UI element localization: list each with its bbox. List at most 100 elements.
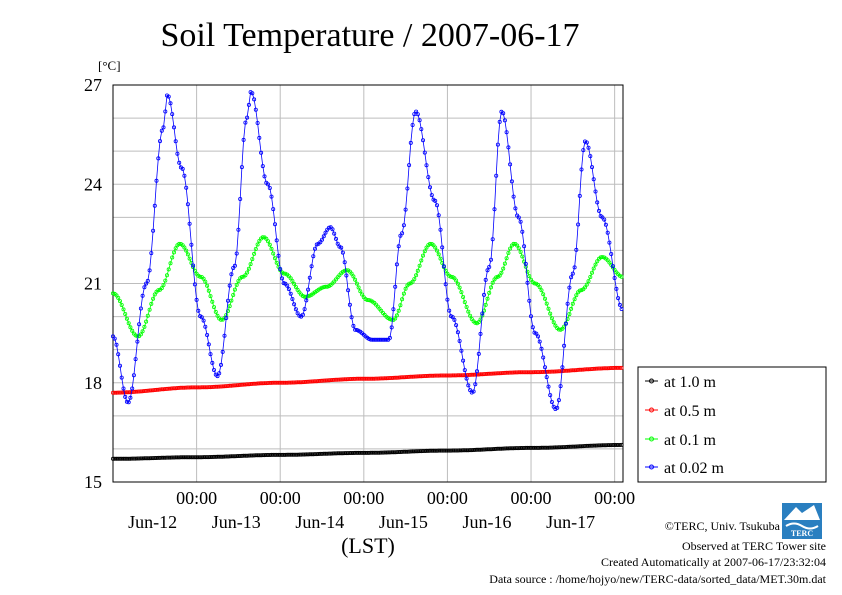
x-tick-date: Jun-16 — [463, 512, 512, 532]
data-point — [161, 282, 166, 287]
data-point — [529, 314, 534, 319]
data-point — [525, 280, 530, 285]
data-point — [422, 249, 427, 254]
data-point — [163, 278, 168, 283]
data-point — [617, 442, 622, 447]
data-point — [347, 302, 352, 307]
data-point — [619, 306, 624, 311]
data-point — [306, 287, 311, 292]
data-point — [346, 288, 351, 293]
data-point — [483, 302, 488, 307]
data-point — [551, 320, 556, 325]
data-point — [527, 298, 532, 303]
data-point — [250, 257, 255, 262]
data-point — [415, 268, 420, 273]
data-point — [511, 241, 516, 246]
data-point — [407, 281, 412, 286]
data-point — [236, 227, 241, 232]
data-point — [123, 311, 128, 316]
data-point — [464, 376, 469, 381]
legend-marker-icon — [649, 378, 654, 384]
data-point — [384, 337, 389, 342]
data-point — [577, 193, 582, 198]
footer-info: ©TERC, Univ. Tsukuba Observed at TERC To… — [489, 519, 826, 586]
data-point — [163, 109, 168, 114]
data-point — [215, 313, 220, 318]
data-point — [201, 276, 206, 281]
data-point — [279, 276, 284, 281]
data-point — [393, 284, 398, 289]
legend-label: at 0.02 m — [664, 460, 725, 477]
data-point — [128, 325, 133, 330]
data-point — [243, 273, 248, 278]
data-point — [516, 246, 521, 251]
data-point — [166, 267, 171, 272]
data-point — [569, 275, 574, 280]
data-point — [546, 306, 551, 311]
data-point — [485, 268, 490, 273]
data-point — [177, 241, 182, 246]
data-point — [121, 386, 126, 391]
series-3 — [111, 235, 624, 339]
legend-label: at 0.1 m — [664, 432, 717, 449]
data-point — [246, 102, 251, 107]
data-point — [607, 240, 612, 245]
data-point — [274, 238, 279, 243]
x-tick-time: 00:00 — [260, 488, 301, 508]
legend-label: at 0.5 m — [664, 403, 717, 420]
data-point — [509, 179, 514, 184]
data-point — [549, 316, 554, 321]
data-point — [436, 213, 441, 218]
data-point — [579, 167, 584, 172]
data-point — [448, 274, 453, 279]
data-point — [543, 365, 548, 370]
data-point — [147, 268, 152, 273]
data-point — [543, 296, 548, 301]
data-point — [394, 262, 399, 267]
data-point — [201, 318, 206, 323]
data-point — [274, 260, 279, 265]
data-point — [351, 323, 356, 328]
data-point — [224, 315, 229, 320]
data-point — [135, 339, 140, 344]
data-point — [591, 177, 596, 182]
data-point — [619, 365, 624, 370]
data-point — [544, 375, 549, 380]
data-point — [522, 244, 527, 249]
data-point — [501, 266, 506, 271]
data-point — [602, 217, 607, 222]
data-point — [417, 118, 422, 123]
data-point — [159, 286, 164, 291]
data-point — [410, 123, 415, 128]
data-point — [257, 135, 262, 140]
x-tick-time: 00:00 — [343, 488, 384, 508]
data-point — [536, 334, 541, 339]
data-point — [478, 331, 483, 336]
created-text: Created Automatically at 2007-06-17/23:3… — [601, 555, 826, 569]
data-point — [239, 274, 244, 279]
data-point — [466, 309, 471, 314]
data-point — [353, 277, 358, 282]
data-point — [220, 349, 225, 354]
data-point — [501, 111, 506, 116]
data-point — [288, 276, 293, 281]
data-point — [474, 369, 479, 374]
data-point — [586, 279, 591, 284]
data-point — [508, 246, 513, 251]
data-point — [600, 254, 605, 259]
data-point — [319, 237, 324, 242]
data-point — [267, 242, 272, 247]
data-point — [502, 118, 507, 123]
data-point — [349, 315, 354, 320]
data-point — [508, 162, 513, 167]
chart-title: Soil Temperature / 2007-06-17 — [160, 17, 579, 54]
data-point — [530, 325, 535, 330]
data-point — [420, 138, 425, 143]
data-point — [295, 311, 300, 316]
data-point — [588, 154, 593, 159]
data-point — [558, 384, 563, 389]
legend-box — [637, 366, 827, 483]
y-tick-label: 18 — [84, 373, 102, 393]
data-point — [487, 264, 492, 269]
data-point — [335, 241, 340, 246]
